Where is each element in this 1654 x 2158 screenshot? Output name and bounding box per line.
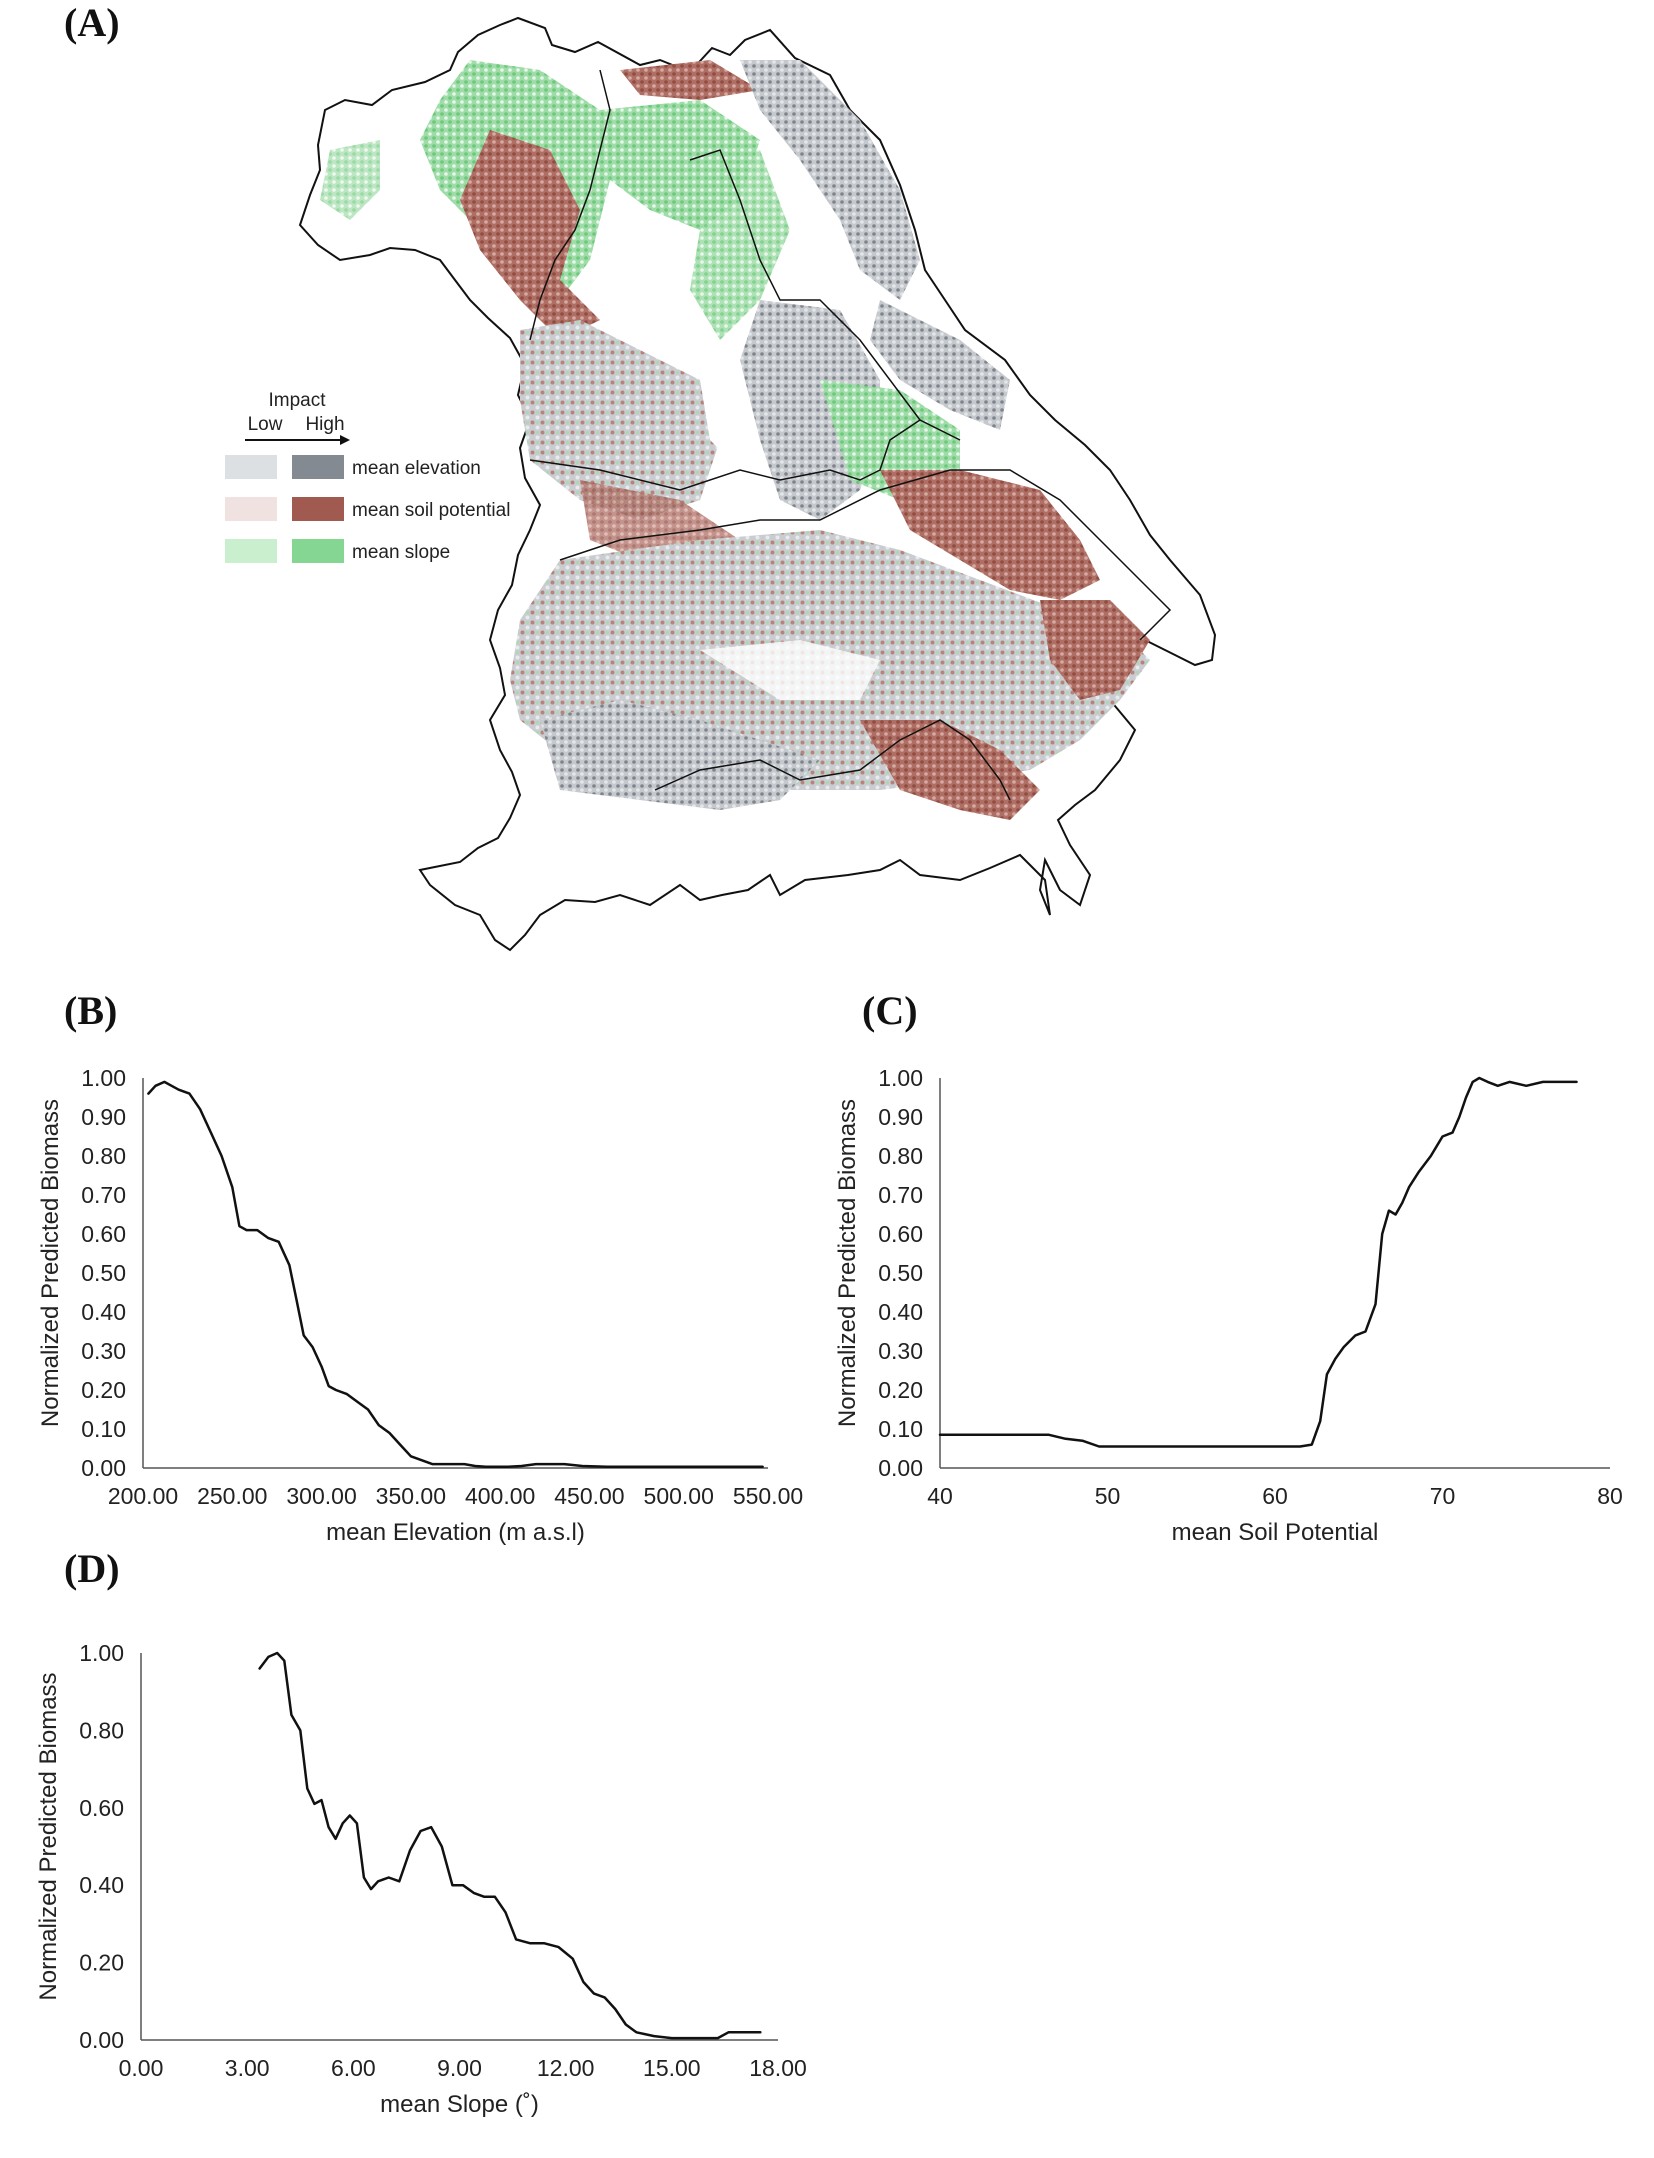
- soil-region-east-center: [880, 470, 1100, 600]
- x-tick-label: 70: [1430, 1483, 1456, 1509]
- blank-region-south-center: [700, 640, 880, 700]
- slope-region-center-north: [690, 150, 790, 340]
- y-tick-label: 0.00: [81, 1455, 126, 1481]
- y-tick-label: 0.50: [878, 1260, 923, 1286]
- y-tick-label: 0.50: [81, 1260, 126, 1286]
- legend-swatch-elevation-low: [225, 455, 277, 479]
- x-tick-label: 9.00: [437, 2055, 482, 2081]
- x-tick-label: 300.00: [286, 1483, 356, 1509]
- legend-swatch-soil-high: [292, 497, 344, 521]
- y-tick-label: 0.30: [878, 1338, 923, 1364]
- x-axis-title: mean Elevation (m a.s.l): [326, 1519, 585, 1546]
- x-tick-label: 400.00: [465, 1483, 535, 1509]
- chart-elevation: 0.00 0.10 0.20 0.30 0.40 0.50 0.60 0.70 0.80 0.90…: [37, 1065, 803, 1546]
- elevation-region-east: [870, 300, 1010, 430]
- x-axis-title: mean Soil Potential: [1172, 1519, 1379, 1546]
- x-tick-label: 450.00: [554, 1483, 624, 1509]
- elevation-region-south: [540, 700, 820, 810]
- legend-swatch-slope-high: [292, 539, 344, 563]
- y-tick-label: 0.40: [79, 1872, 124, 1898]
- x-tick-label: 550.00: [733, 1483, 803, 1509]
- chart-soil-potential: 0.00 0.10 0.20 0.30 0.40 0.50 0.60 0.70 0.80 0.90…: [834, 1065, 1623, 1546]
- legend-low-label: Low: [248, 414, 283, 435]
- x-tick-label: 50: [1095, 1483, 1121, 1509]
- y-tick-label: 0.20: [878, 1377, 923, 1403]
- region-boundary-center: [529, 419, 921, 491]
- x-tick-label: 250.00: [197, 1483, 267, 1509]
- series-line: [147, 1080, 764, 1469]
- soil-region-south-east: [1040, 600, 1150, 700]
- soil-region-north: [620, 60, 760, 100]
- panel-label-c: (C): [862, 988, 918, 1033]
- x-tick-label: 350.00: [376, 1483, 446, 1509]
- x-tick-label: 40: [927, 1483, 953, 1509]
- y-tick-label: 0.60: [79, 1795, 124, 1821]
- mixed-region-west-center: [520, 320, 720, 520]
- y-tick-label: 0.30: [81, 1338, 126, 1364]
- y-tick-label: 0.20: [79, 1950, 124, 1976]
- y-tick-label: 0.40: [81, 1299, 126, 1325]
- panel-label-b: (B): [64, 988, 117, 1033]
- elevation-region-center: [740, 300, 880, 520]
- y-tick-label: 1.00: [878, 1065, 923, 1091]
- region-boundary-north: [529, 69, 611, 341]
- soil-region-south: [860, 720, 1040, 820]
- y-tick-label: 0.80: [878, 1143, 923, 1169]
- x-tick-label: 3.00: [225, 2055, 270, 2081]
- x-tick-label: 18.00: [749, 2055, 807, 2081]
- y-tick-label: 0.00: [79, 2027, 124, 2053]
- y-axis-title: Normalized Predicted Biomass: [834, 1099, 861, 1427]
- y-tick-label: 0.00: [878, 1455, 923, 1481]
- y-tick-label: 1.00: [79, 1640, 124, 1666]
- y-tick-label: 0.80: [81, 1143, 126, 1169]
- region-boundary-east: [689, 149, 961, 441]
- elevation-region-north-east: [740, 60, 920, 300]
- y-tick-label: 0.80: [79, 1717, 124, 1743]
- y-tick-label: 0.60: [878, 1221, 923, 1247]
- x-tick-label: 15.00: [643, 2055, 701, 2081]
- y-tick-label: 0.40: [878, 1299, 923, 1325]
- series-line: [938, 1076, 1578, 1448]
- x-tick-label: 6.00: [331, 2055, 376, 2081]
- region-boundary-alps: [654, 719, 1011, 801]
- x-tick-label: 0.00: [119, 2055, 164, 2081]
- y-tick-label: 0.90: [878, 1104, 923, 1130]
- x-tick-label: 60: [1262, 1483, 1288, 1509]
- y-axis-title: Normalized Predicted Biomass: [37, 1099, 64, 1427]
- legend-swatch-slope-low: [225, 539, 277, 563]
- series-line: [258, 1651, 762, 2040]
- legend-label-slope: mean slope: [352, 542, 450, 563]
- legend-title: Impact: [268, 390, 326, 411]
- legend-swatch-soil-low: [225, 497, 277, 521]
- y-tick-label: 0.10: [81, 1416, 126, 1442]
- x-tick-label: 500.00: [644, 1483, 714, 1509]
- x-tick-label: 200.00: [108, 1483, 178, 1509]
- legend-swatch-elevation-high: [292, 455, 344, 479]
- chart-slope: 0.00 0.20 0.40 0.60 0.80 1.00 0.00 3.00 6.00 9.00…: [35, 1640, 807, 2118]
- y-tick-label: 1.00: [81, 1065, 126, 1091]
- y-axis-title: Normalized Predicted Biomass: [35, 1672, 62, 2000]
- legend-label-soil: mean soil potential: [352, 500, 510, 521]
- y-tick-label: 0.20: [81, 1377, 126, 1403]
- y-tick-label: 0.60: [81, 1221, 126, 1247]
- region-boundary-south: [559, 469, 1172, 641]
- map-legend: Impact Low High mean elevation mean soil…: [225, 390, 510, 563]
- slope-region-far-west: [320, 140, 380, 220]
- y-tick-label: 0.70: [878, 1182, 923, 1208]
- soil-region-north-west: [460, 130, 600, 340]
- x-axis-title: mean Slope (˚): [380, 2091, 539, 2118]
- bavaria-map: Impact Low High mean elevation mean soil…: [225, 16, 1217, 952]
- x-tick-label: 80: [1597, 1483, 1623, 1509]
- panel-label-a: (A): [64, 0, 120, 45]
- y-tick-label: 0.70: [81, 1182, 126, 1208]
- legend-label-elevation: mean elevation: [352, 458, 481, 479]
- x-tick-label: 12.00: [537, 2055, 595, 2081]
- legend-high-label: High: [305, 414, 344, 435]
- y-tick-label: 0.90: [81, 1104, 126, 1130]
- panel-label-d: (D): [64, 1546, 120, 1591]
- y-tick-label: 0.10: [878, 1416, 923, 1442]
- legend-arrow-head-icon: [340, 435, 350, 445]
